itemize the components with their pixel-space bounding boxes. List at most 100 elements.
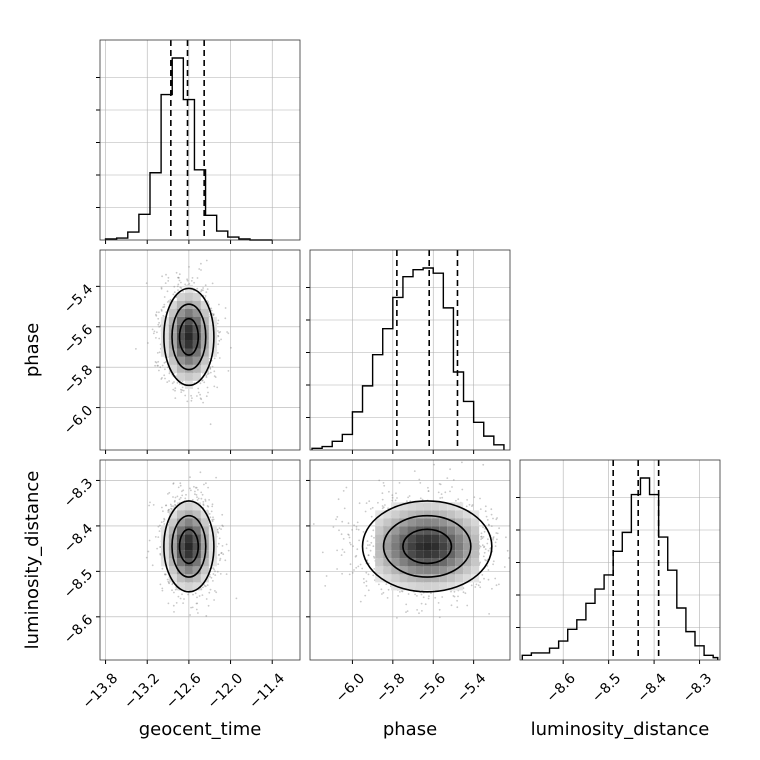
x-tick-label-geocent-time-3: −12.0: [205, 670, 247, 712]
scatter-point: [212, 313, 215, 315]
scatter-point: [221, 524, 224, 527]
scatter-point: [419, 497, 422, 500]
scatter-point: [166, 578, 169, 581]
x-tick-label-phase-3: −5.4: [454, 670, 489, 705]
scatter-point: [381, 498, 384, 501]
scatter-point: [182, 290, 184, 293]
scatter-point: [396, 497, 398, 499]
scatter-point: [178, 498, 181, 501]
density-cell: [208, 332, 217, 341]
density-cell: [375, 566, 384, 575]
y-tick-label-luminosity-distance-1: −8.5: [61, 566, 96, 601]
scatter-point: [165, 573, 167, 576]
scatter-point: [209, 371, 212, 374]
density-cell: [200, 348, 209, 357]
scatter-point: [373, 555, 375, 558]
scatter-point: [161, 275, 164, 278]
scatter-point: [164, 573, 167, 576]
scatter-point: [444, 491, 447, 494]
density-cell: [471, 534, 480, 543]
scatter-point: [353, 524, 355, 527]
scatter-point: [164, 282, 167, 284]
scatter-point: [369, 508, 372, 510]
scatter-point: [197, 391, 200, 394]
density-cell: [200, 332, 209, 341]
scatter-point: [160, 521, 163, 524]
scatter-point: [365, 580, 368, 583]
scatter-point: [181, 593, 183, 596]
density-cell: [423, 526, 432, 535]
scatter-point: [382, 506, 385, 509]
scatter-point: [353, 569, 355, 571]
scatter-point: [225, 543, 228, 546]
scatter-point: [434, 596, 437, 599]
density-cell: [192, 558, 201, 567]
scatter-point: [163, 517, 166, 520]
scatter-point: [438, 608, 441, 611]
scatter-point: [406, 610, 409, 612]
density-cell: [391, 526, 400, 535]
density-cell: [471, 518, 480, 527]
density-cell: [407, 582, 416, 591]
density-cell: [176, 502, 185, 511]
scatter-point: [208, 591, 211, 594]
density-cell: [407, 502, 416, 511]
scatter-point: [183, 598, 185, 600]
density-cell: [423, 550, 432, 559]
scatter-point: [198, 268, 201, 270]
scatter-point: [359, 563, 362, 566]
scatter-point: [480, 535, 482, 538]
scatter-point: [207, 604, 210, 607]
scatter-point: [180, 287, 183, 289]
scatter-point: [487, 538, 489, 541]
density-cell: [168, 558, 177, 567]
scatter-point: [187, 593, 190, 596]
scatter-point: [201, 594, 204, 596]
scatter-point: [381, 492, 384, 495]
density-cell: [415, 566, 424, 575]
density-cell: [431, 550, 440, 559]
scatter-point: [362, 531, 365, 533]
contour-level-2: [171, 303, 207, 371]
scatter-point: [208, 499, 211, 501]
density-cell: [208, 542, 217, 551]
density-cell: [168, 510, 177, 519]
x-axis-label-luminosity-distance: luminosity_distance: [531, 719, 710, 740]
density-cell: [192, 356, 201, 365]
scatter-point: [219, 331, 222, 333]
panel-frame-hist-luminosity-distance: [519, 459, 721, 661]
density-cell: [375, 534, 384, 543]
density-cell: [423, 558, 432, 567]
scatter-point: [190, 489, 192, 492]
group-scatter-phase-vs-luminosity-distance: [312, 461, 510, 619]
scatter-point: [505, 536, 507, 539]
scatter-point: [206, 584, 209, 586]
density-cell: [431, 534, 440, 543]
scatter-point: [200, 491, 203, 494]
scatter-point: [188, 266, 190, 268]
scatter-point: [145, 556, 148, 559]
scatter-point: [212, 567, 215, 570]
scatter-point: [184, 394, 187, 397]
scatter-point: [449, 490, 451, 493]
scatter-point: [406, 500, 408, 502]
scatter-point: [220, 552, 223, 555]
density-cell: [176, 348, 185, 357]
density-cell: [447, 526, 456, 535]
scatter-point: [405, 603, 408, 606]
density-cell: [168, 364, 177, 373]
density-cell: [375, 550, 384, 559]
density-cell: [407, 518, 416, 527]
scatter-point: [172, 483, 175, 485]
scatter-point: [154, 361, 157, 363]
scatter-point: [159, 553, 162, 556]
scatter-point: [441, 496, 444, 499]
scatter-point: [167, 509, 170, 512]
density-cell: [192, 542, 201, 551]
scatter-point: [204, 500, 207, 502]
density-cell: [407, 542, 416, 551]
density-cell: [415, 534, 424, 543]
scatter-point: [468, 503, 471, 506]
scatter-point: [199, 382, 202, 385]
